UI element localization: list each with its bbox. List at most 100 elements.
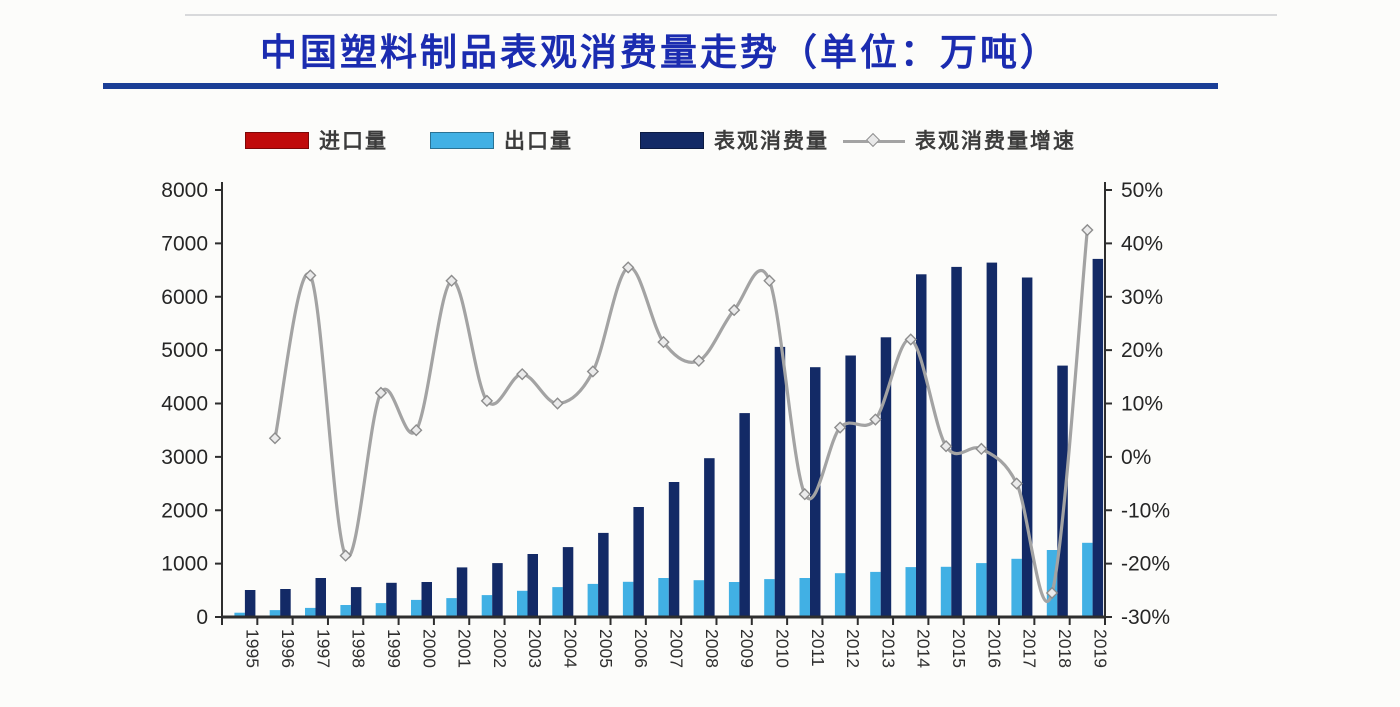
bar	[234, 612, 245, 617]
x-axis-year-label: 2008	[702, 629, 722, 668]
consumption-chart: 0 1000 2000 3000 4000 5000 6000 7000 8000 -30% -20…	[130, 170, 1280, 702]
right-axis-label: 20%	[1121, 339, 1163, 362]
chart-legend: 进口量 出口量 表观消费量 表观消费量增速	[0, 126, 1400, 160]
growth-point-marker	[410, 423, 423, 437]
x-axis-year-label: 2017	[1020, 629, 1040, 668]
bar	[764, 579, 775, 617]
consumption-swatch	[640, 131, 704, 149]
exports-swatch	[430, 131, 494, 149]
x-axis-year-label: 1999	[384, 629, 404, 668]
bar	[916, 274, 927, 617]
bar	[693, 580, 705, 617]
legend-item-growth: 表观消费量增速	[843, 126, 1076, 154]
left-axis-label: 0	[196, 606, 208, 629]
bar	[940, 566, 952, 617]
x-axis-year-label: 2007	[667, 629, 687, 668]
x-axis-year-label: 2009	[737, 629, 757, 668]
bar	[411, 599, 422, 617]
growth-point-marker	[374, 386, 388, 400]
x-axis-year-label: 2012	[843, 629, 863, 668]
right-axis-label: 30%	[1121, 286, 1163, 309]
bar-series-1	[234, 542, 1093, 617]
right-axis-label: 0%	[1121, 446, 1151, 469]
growth-point-marker	[692, 354, 706, 367]
left-axis-label: 8000	[161, 179, 208, 202]
bar	[315, 578, 326, 617]
title-underline	[103, 83, 1218, 89]
growth-point-marker	[798, 488, 811, 501]
x-axis-year-label: 2006	[631, 629, 651, 668]
left-axis-label: 5000	[161, 339, 208, 362]
left-axis-label: 4000	[161, 393, 208, 416]
bar	[340, 605, 351, 617]
bar	[704, 458, 715, 617]
growth-point-marker	[586, 365, 600, 378]
bars-layer	[234, 258, 1104, 617]
chart-svg: 0 1000 2000 3000 4000 5000 6000 7000 8000 -30% -20…	[161, 179, 1170, 668]
right-axis-label: -10%	[1121, 499, 1170, 522]
growth-point-marker	[833, 421, 847, 434]
x-axis-year-label: 2005	[596, 629, 616, 668]
growth-point-marker	[480, 394, 494, 408]
bar	[668, 482, 680, 617]
legend-item-exports: 出口量	[430, 126, 573, 154]
left-axis-label: 1000	[161, 553, 208, 576]
x-axis-year-label: 1998	[349, 629, 369, 668]
bar	[728, 582, 740, 617]
bar	[905, 567, 916, 617]
bar	[845, 355, 856, 617]
bar	[834, 573, 846, 617]
bar	[446, 598, 457, 617]
growth-point-marker	[727, 303, 741, 317]
x-axis-year-label: 2019	[1090, 629, 1110, 668]
growth-point-marker	[339, 549, 352, 562]
x-axis-year-label: 2000	[419, 629, 439, 668]
legend-label-growth: 表观消费量增速	[915, 130, 1076, 153]
page-title: 中国塑料制品表观消费量走势（单位：万吨）	[260, 32, 1060, 73]
top-divider-line	[185, 14, 1277, 16]
growth-point-marker	[657, 335, 670, 349]
bar	[421, 582, 432, 617]
x-axis-year-label: 2003	[525, 629, 545, 668]
bar	[280, 589, 291, 617]
growth-line-sample	[843, 132, 905, 149]
legend-label-exports: 出口量	[504, 130, 573, 153]
bar	[350, 587, 362, 617]
bar	[976, 563, 987, 617]
growth-point-marker	[1081, 223, 1094, 237]
bar	[456, 567, 468, 617]
growth-point-marker	[445, 274, 458, 287]
x-axis-year-label: 1997	[313, 629, 333, 668]
growth-point-marker	[1010, 477, 1023, 490]
axes-layer	[215, 182, 1112, 625]
x-axis-year-label: 2002	[490, 629, 510, 668]
bar	[739, 413, 750, 617]
x-axis-year-label: 2016	[984, 629, 1004, 668]
growth-point-marker	[869, 413, 882, 426]
bar	[774, 346, 786, 617]
right-axis-label: -20%	[1121, 553, 1170, 576]
bar	[598, 532, 609, 617]
bar	[880, 337, 892, 617]
bar	[951, 266, 962, 617]
bar	[305, 607, 316, 617]
x-axis-year-label: 2004	[561, 629, 581, 668]
bar	[1021, 277, 1033, 617]
bar	[562, 547, 574, 617]
left-axis-label: 6000	[161, 286, 208, 309]
bar	[1057, 365, 1068, 617]
right-axis-label: 10%	[1121, 393, 1163, 416]
growth-line-layer	[268, 223, 1094, 604]
growth-diamond-marker-icon	[865, 132, 881, 147]
x-axis-year-label: 2013	[878, 629, 898, 668]
bar	[1046, 550, 1058, 617]
legend-item-consumption: 表观消费量	[640, 126, 829, 154]
bar	[986, 262, 998, 617]
growth-point-marker	[1045, 586, 1059, 600]
x-axis-year-label: 1995	[243, 629, 263, 668]
bar	[1011, 558, 1022, 617]
legend-label-imports: 进口量	[319, 130, 388, 153]
imports-swatch	[245, 131, 309, 149]
growth-point-marker	[551, 397, 564, 410]
legend-label-consumption: 表观消费量	[714, 130, 829, 153]
